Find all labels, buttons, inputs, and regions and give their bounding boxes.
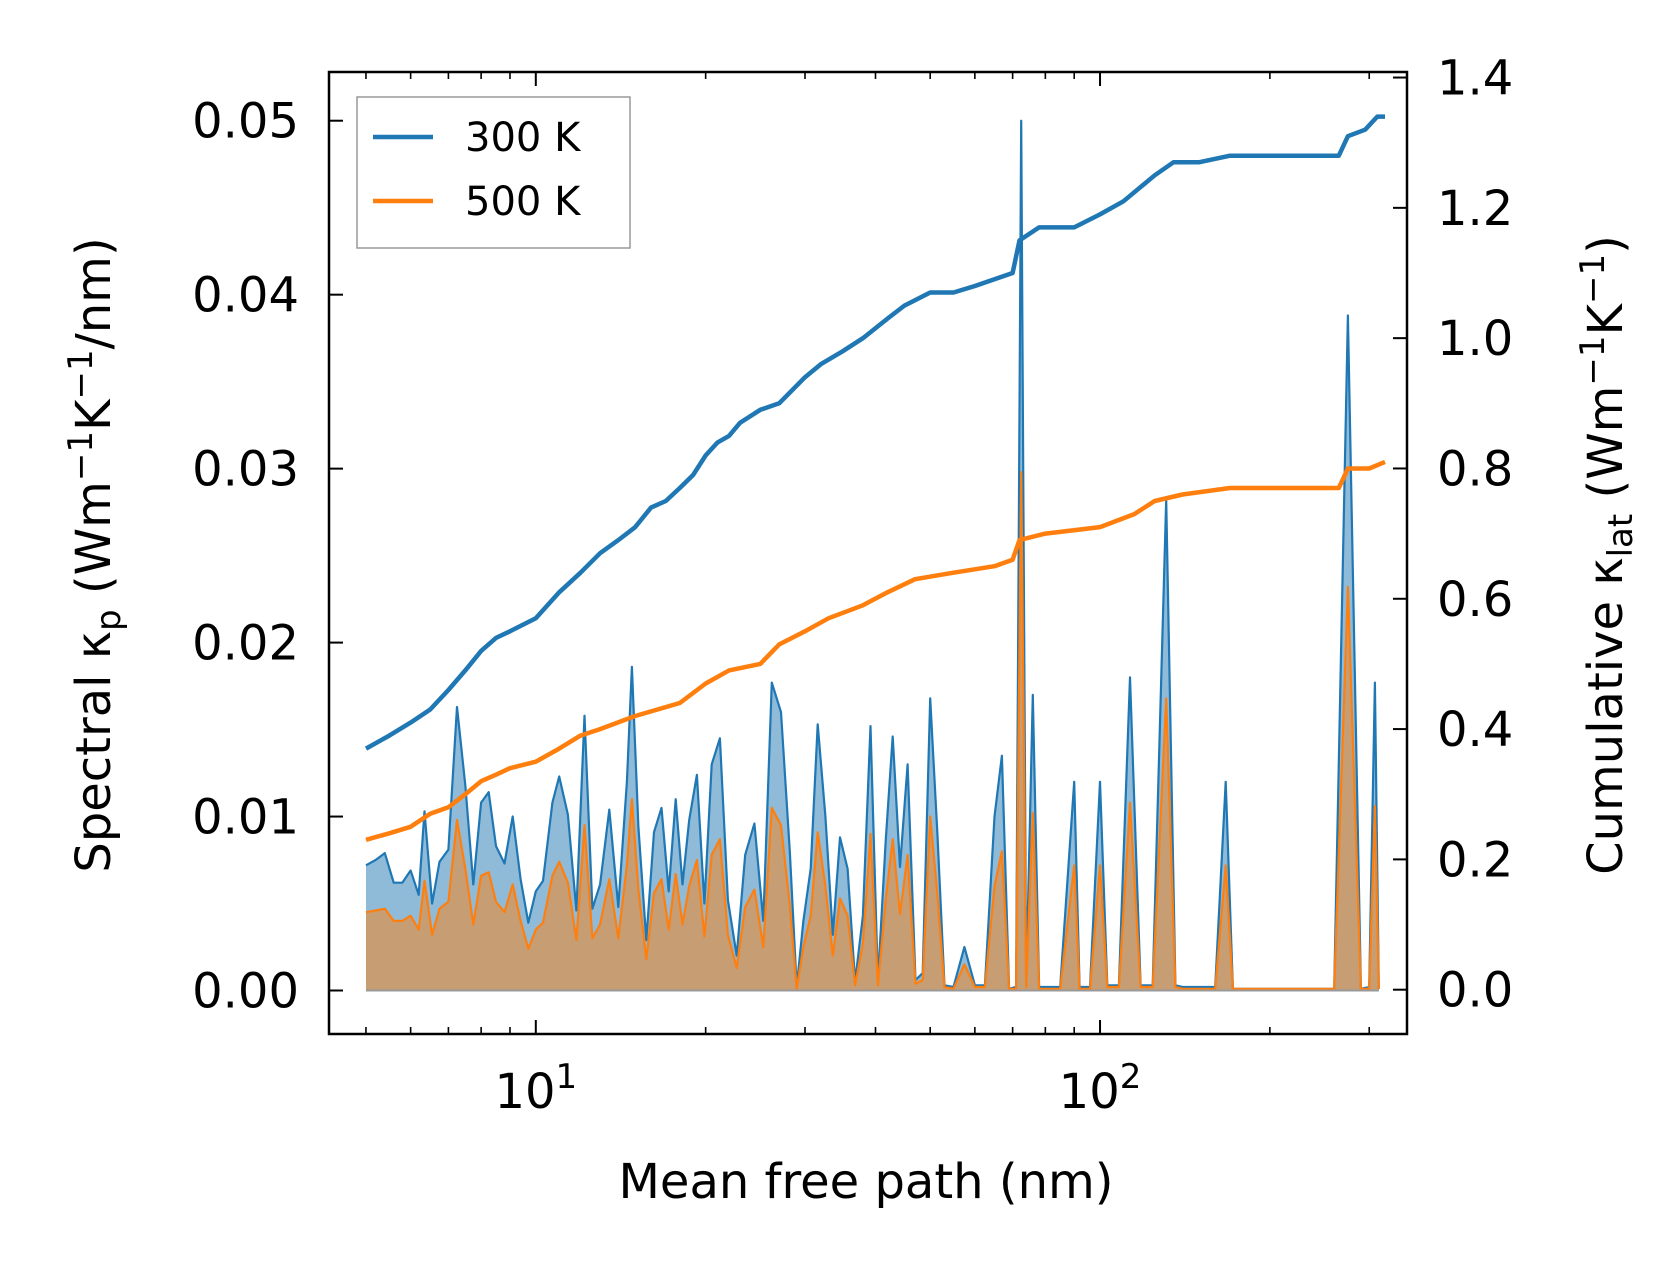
y-right-units: (Wm bbox=[1578, 386, 1634, 499]
legend-label-500k: 500 K bbox=[465, 179, 582, 225]
y-right-tick-label: 0.6 bbox=[1437, 572, 1513, 628]
x-tick-label: 102 bbox=[1059, 1057, 1142, 1120]
y-right-tick-label: 1.4 bbox=[1437, 51, 1513, 107]
y-left-main: Spectral κ bbox=[66, 631, 122, 873]
legend-label-300k: 300 K bbox=[465, 115, 582, 161]
y-left-sup2: −1 bbox=[61, 349, 101, 399]
spectral-line-1 bbox=[365, 471, 1380, 990]
cumulative-line-0 bbox=[364, 114, 1385, 751]
y-right-tick-label: 0.0 bbox=[1437, 963, 1513, 1019]
y-left-tick-label: 0.05 bbox=[192, 94, 299, 150]
plot-frame bbox=[327, 70, 1409, 1036]
y-right-sup1: −1 bbox=[1573, 335, 1613, 385]
plot-marks bbox=[364, 114, 1386, 992]
ticks: 101 102 0.00 0.01 0.02 0.03 0.04 0.05 0.0 0.2 0.4 0… bbox=[192, 51, 1513, 1120]
spectral-line-0 bbox=[365, 119, 1380, 990]
y-left-units: (Wm bbox=[66, 481, 122, 594]
y-left-k: K bbox=[66, 398, 122, 431]
y-left-tail: /nm) bbox=[66, 237, 122, 349]
y-right-sub: lat bbox=[1601, 514, 1641, 558]
y-left-tick-label: 0.03 bbox=[192, 442, 299, 498]
legend: 300 K 500 K bbox=[356, 96, 631, 249]
y-left-tick-label: 0.00 bbox=[192, 964, 299, 1020]
cumulative-line-1 bbox=[365, 459, 1386, 842]
y-left-tick-label: 0.04 bbox=[192, 268, 299, 324]
y-right-tick-label: 1.2 bbox=[1437, 181, 1513, 237]
y-left-tick-label: 0.01 bbox=[192, 790, 299, 846]
y-left-sub: p bbox=[89, 609, 129, 631]
y-right-main: Cumulative κ bbox=[1578, 557, 1634, 875]
y-axis-title-left: Spectral κp (Wm−1K−1/nm) bbox=[61, 237, 129, 872]
y-right-tick-label: 0.8 bbox=[1437, 441, 1513, 497]
x-axis-title: Mean free path (nm) bbox=[619, 1154, 1114, 1210]
x-tick-label: 101 bbox=[494, 1057, 577, 1120]
y-right-tail: ) bbox=[1578, 235, 1634, 254]
y-right-sup2: −1 bbox=[1573, 254, 1613, 304]
axes-frame bbox=[327, 70, 1409, 1036]
legend-frame bbox=[356, 96, 631, 249]
y-right-tick-label: 0.2 bbox=[1437, 832, 1513, 888]
y-right-tick-label: 0.4 bbox=[1437, 702, 1513, 758]
y-left-sup1: −1 bbox=[61, 431, 101, 481]
y-axis-title-right: Cumulative κlat (Wm−1K−1) bbox=[1573, 235, 1641, 875]
y-right-tick-label: 1.0 bbox=[1437, 311, 1513, 367]
y-right-k: K bbox=[1578, 302, 1634, 335]
y-left-tick-label: 0.02 bbox=[192, 616, 299, 672]
